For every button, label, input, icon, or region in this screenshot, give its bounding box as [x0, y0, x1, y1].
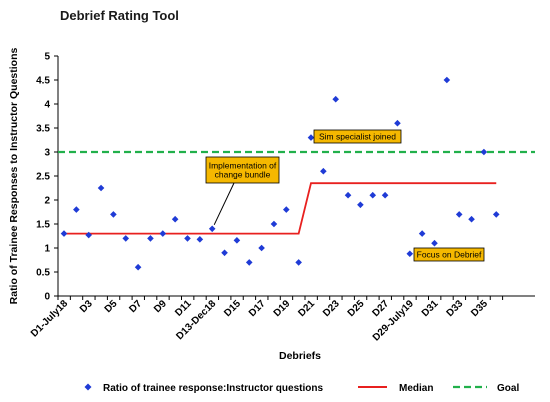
- y-tick-label: 3: [44, 148, 50, 159]
- data-point: [147, 235, 154, 242]
- annotation-text: Focus on Debrief: [417, 250, 482, 260]
- x-tick-label: D9: [152, 298, 169, 315]
- data-point: [73, 206, 80, 213]
- data-point: [418, 230, 426, 237]
- x-tick-label: D33: [445, 298, 466, 319]
- data-point: [134, 263, 142, 271]
- y-tick-label: 4: [44, 100, 50, 111]
- chart-title: Debrief Rating Tool: [60, 8, 179, 23]
- data-point: [270, 220, 278, 228]
- x-tick-label: D31: [420, 298, 441, 319]
- data-point: [468, 215, 475, 223]
- data-point: [369, 191, 377, 199]
- data-point: [307, 134, 315, 141]
- y-tick-label: 4.5: [36, 76, 50, 87]
- data-point: [196, 236, 204, 243]
- plot-area: 00.511.522.533.544.55 D1-July18 D3 D5 D7 D9 D…: [29, 52, 535, 343]
- y-tick-label: 1: [44, 244, 50, 255]
- y-tick-label: 3.5: [36, 124, 50, 135]
- annotation-box: [205, 156, 280, 184]
- data-point: [480, 148, 488, 156]
- y-tick-label: 2: [44, 196, 50, 207]
- data-point: [394, 119, 401, 127]
- x-tick-label: D19: [272, 298, 293, 319]
- x-axis-title: Debriefs: [279, 350, 321, 362]
- data-point: [431, 239, 438, 247]
- annotation-text: Sim specialist joined: [319, 132, 396, 142]
- data-point: [159, 230, 167, 237]
- x-tick-label: D11: [173, 298, 194, 319]
- data-point: [406, 250, 414, 258]
- annotation-callout: Focus on Debrief: [413, 247, 485, 262]
- data-point: [208, 225, 216, 233]
- data-point: [357, 201, 364, 209]
- data-point: [221, 249, 228, 257]
- x-tick-label: D23: [321, 298, 342, 319]
- data-point: [184, 235, 191, 242]
- data-point: [295, 259, 302, 266]
- legend-marker-points: [84, 383, 92, 391]
- legend-label-points: Ratio of trainee response:Instructor que…: [103, 383, 323, 394]
- median-line: [64, 182, 497, 235]
- x-tick-label: D15: [222, 298, 243, 319]
- y-tick-label: 0.5: [36, 268, 50, 279]
- data-point: [443, 76, 451, 84]
- legend-label-goal: Goal: [497, 383, 519, 394]
- annotation-arrow: [213, 182, 235, 226]
- annotation-text: change bundle: [215, 169, 271, 179]
- data-point: [258, 244, 265, 252]
- y-tick-label: 0: [44, 292, 50, 303]
- data-point: [344, 191, 352, 199]
- y-tick-label: 2.5: [36, 172, 50, 183]
- x-tick-label: D7: [127, 298, 144, 315]
- x-tick-label: D1-July18: [29, 298, 70, 339]
- data-point: [97, 184, 105, 192]
- data-point: [455, 211, 463, 218]
- data-point: [492, 211, 500, 218]
- x-tick-label: D25: [346, 298, 367, 319]
- legend-label-median: Median: [399, 383, 433, 394]
- x-tick-label: D5: [103, 298, 120, 315]
- data-point: [245, 259, 253, 266]
- data-point: [122, 235, 130, 242]
- legend: Ratio of trainee response:Instructor que…: [84, 383, 519, 394]
- annotation-callout: Sim specialist joined: [313, 129, 402, 144]
- x-tick-label: D27: [370, 298, 391, 319]
- data-point: [320, 167, 327, 175]
- y-tick-label: 5: [44, 52, 50, 63]
- annotation-text: Implementation of: [209, 161, 277, 171]
- x-tick-label: D35: [469, 298, 490, 319]
- data-point: [381, 191, 389, 199]
- data-point: [110, 211, 117, 218]
- x-tick-label: D17: [247, 298, 268, 319]
- annotation-box: [313, 129, 402, 144]
- annotation-box: [413, 247, 485, 262]
- y-ticks: 0 0.5 1 1.5 2 2.5 3 3.5 4 4.5 5: [36, 52, 58, 303]
- data-point: [171, 215, 179, 223]
- data-point: [283, 206, 290, 213]
- y-axis-title: Ratio of Trainee Responses to Instructor…: [8, 47, 20, 304]
- x-tick-label: D3: [78, 298, 95, 315]
- y-tick-label: 1.5: [36, 220, 50, 231]
- data-points: [60, 76, 500, 271]
- data-point: [85, 231, 92, 239]
- data-point: [233, 237, 241, 244]
- data-point: [60, 230, 68, 237]
- x-tick-label: D21: [296, 298, 317, 319]
- data-point: [332, 95, 339, 103]
